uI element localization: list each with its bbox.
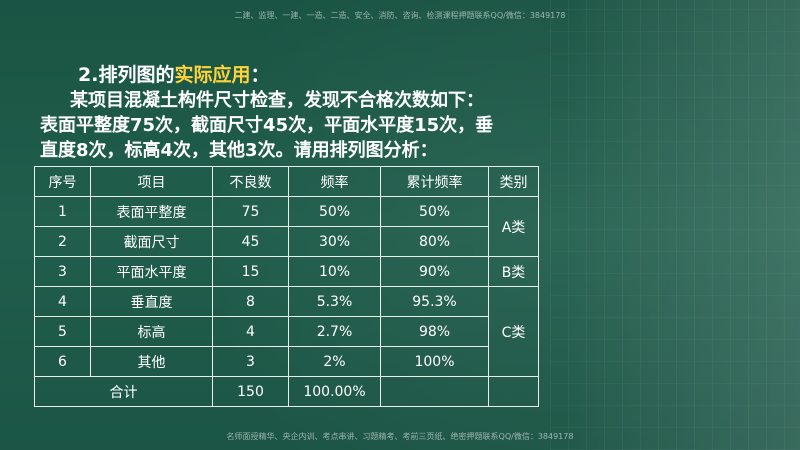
total-label: 合计 [34, 376, 213, 407]
cell-count: 45 [212, 226, 289, 257]
heading-suffix: ： [250, 64, 270, 86]
watermark-top: 二建、监理、一建、一造、二造、安全、消防、咨询、检测课程押题联系QQ/微信：38… [234, 11, 566, 20]
watermark-bottom: 名师面授精华、央企内训、考点串讲、习题精考、考前三页纸、绝密押题联系QQ/微信：… [226, 432, 574, 441]
total-category-empty [488, 376, 539, 407]
cell-no: 5 [34, 316, 91, 347]
cell-count: 75 [212, 196, 289, 227]
cell-item: 其他 [90, 346, 213, 377]
table-row: 5 标高 4 2.7% 98% [34, 316, 539, 347]
cell-count: 3 [212, 346, 289, 377]
table-total-row: 合计 150 100.00% [34, 376, 539, 407]
header-freq: 频率 [288, 166, 381, 197]
pareto-table: 序号 项目 不良数 频率 累计频率 类别 1 表面平整度 75 50% 50% … [34, 166, 539, 407]
cell-cum: 50% [380, 196, 489, 227]
category-b: B类 [488, 256, 539, 287]
cell-freq: 50% [288, 196, 381, 227]
cell-no: 2 [34, 226, 91, 257]
heading-highlight: 实际应用 [174, 64, 251, 86]
cell-item: 标高 [90, 316, 213, 347]
cell-no: 3 [34, 256, 91, 287]
cell-item: 平面水平度 [90, 256, 213, 287]
cell-cum: 95.3% [380, 286, 489, 317]
total-count: 150 [212, 376, 289, 407]
cell-cum: 80% [380, 226, 489, 257]
table-row: 6 其他 3 2% 100% [34, 346, 539, 377]
cell-no: 1 [34, 196, 91, 227]
statement-line-1: 某项目混凝土构件尺寸检查，发现不合格次数如下： [70, 90, 484, 111]
cell-item: 截面尺寸 [90, 226, 213, 257]
table-row: 4 垂直度 8 5.3% 95.3% C类 [34, 286, 539, 377]
table-header-row: 序号 项目 不良数 频率 累计频率 类别 [34, 166, 539, 197]
category-c: C类 [488, 286, 539, 377]
cell-count: 8 [212, 286, 289, 317]
building-backdrop [550, 0, 800, 450]
header-category: 类别 [488, 166, 539, 197]
cell-no: 4 [34, 286, 91, 317]
total-freq: 100.00% [288, 376, 381, 407]
cell-freq: 2.7% [288, 316, 381, 347]
cell-no: 6 [34, 346, 91, 377]
statement-line-2: 表面平整度75次，截面尺寸45次，平面水平度15次，垂 [40, 115, 494, 136]
heading-prefix: 2.排列图的 [78, 64, 175, 86]
header-item: 项目 [90, 166, 213, 197]
cell-count: 15 [212, 256, 289, 287]
category-a: A类 [488, 196, 539, 257]
cell-freq: 2% [288, 346, 381, 377]
cell-item: 垂直度 [90, 286, 213, 317]
table-row: 2 截面尺寸 45 30% 80% [34, 226, 539, 257]
cell-freq: 30% [288, 226, 381, 257]
statement-line-3: 直度8次，标高4次，其他3次。请用排列图分析： [40, 140, 438, 161]
header-cum: 累计频率 [380, 166, 489, 197]
cell-cum: 90% [380, 256, 489, 287]
section-heading: 2.排列图的实际应用： [78, 60, 269, 87]
cell-count: 4 [212, 316, 289, 347]
cell-item: 表面平整度 [90, 196, 213, 227]
cell-freq: 5.3% [288, 286, 381, 317]
cell-cum: 98% [380, 316, 489, 347]
header-no: 序号 [34, 166, 91, 197]
cell-freq: 10% [288, 256, 381, 287]
header-count: 不良数 [212, 166, 289, 197]
table-row: 3 平面水平度 15 10% 90% B类 [34, 256, 539, 287]
table-row: 1 表面平整度 75 50% 50% A类 [34, 196, 539, 257]
total-cum-empty [380, 376, 489, 407]
problem-statement: 某项目混凝土构件尺寸检查，发现不合格次数如下： 表面平整度75次，截面尺寸45次… [40, 88, 760, 163]
cell-cum: 100% [380, 346, 489, 377]
